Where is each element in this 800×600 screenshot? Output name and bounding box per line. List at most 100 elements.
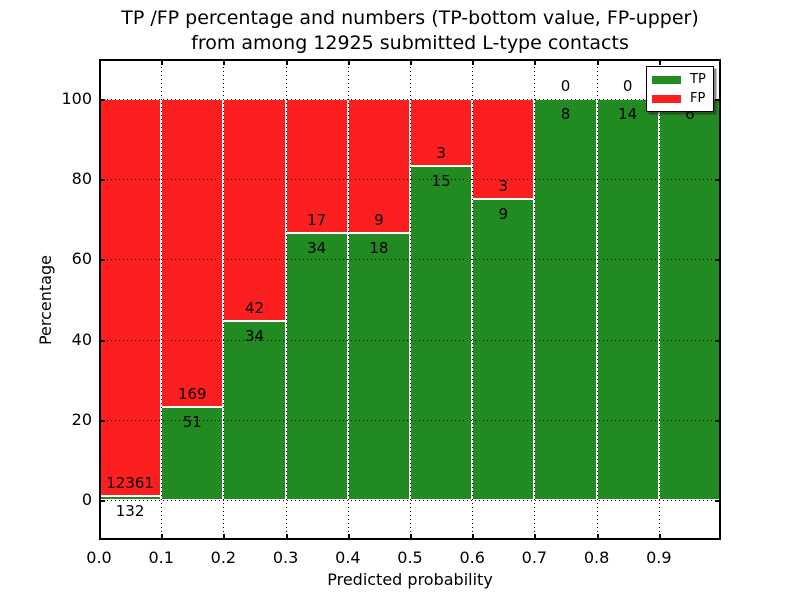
x-tick-mark [534,534,537,540]
tp-count-label: 132 [115,501,145,520]
y-tick-mark-right [715,499,721,502]
tp-count-label: 34 [244,326,265,345]
vertical-gridline [410,59,411,540]
fp-count-label: 12361 [106,473,154,492]
y-tick-label: 60 [71,249,92,269]
chart-title-line1: TP /FP percentage and numbers (TP-bottom… [121,7,699,29]
x-tick-mark-top [347,59,350,65]
x-tick-mark-top [161,59,164,65]
horizontal-gridline [99,259,721,261]
tp-count-label: 6 [685,105,695,124]
horizontal-gridline [99,99,721,101]
fp-bar-segment [223,99,286,321]
axis-spine-left [99,59,101,540]
chart-title: TP /FP percentage and numbers (TP-bottom… [99,6,721,56]
y-tick-label: 100 [61,89,92,109]
y-tick-mark-right [715,339,721,342]
fp-count-label: 0 [622,77,633,96]
y-tick-label: 80 [71,169,92,189]
y-axis-label: Percentage [36,255,55,346]
vertical-gridline [472,59,474,540]
tp-count-label: 15 [431,171,451,190]
fp-bar-segment [347,99,410,233]
x-tick-label: 0.9 [646,548,672,567]
vertical-gridline [223,59,225,540]
vertical-gridline [534,59,536,540]
tp-bar-segment [410,165,473,500]
fp-color-swatch-icon [652,94,681,103]
y-tick-mark [99,259,105,262]
fp-bar-segment [410,99,473,166]
x-tick-label: 0.2 [210,548,237,567]
horizontal-gridline [99,179,721,181]
y-tick-mark-right [715,179,721,182]
x-tick-mark-top [596,59,599,65]
vertical-gridline [596,59,598,540]
horizontal-gridline [99,339,721,341]
x-tick-label: 0.1 [148,548,174,567]
fp-count-label: 9 [374,210,384,229]
x-tick-mark [658,534,661,540]
plot-area [99,59,721,540]
x-tick-label: 0.4 [335,548,361,567]
x-tick-mark [472,534,475,540]
x-axis-label: Predicted probability [327,570,493,589]
y-tick-label: 0 [81,489,92,509]
horizontal-gridline [99,419,721,421]
x-tick-mark-top [285,59,288,65]
fp-bar-segment [99,99,162,496]
legend-row-tp: TP [652,70,708,89]
vertical-gridline [347,59,349,540]
y-tick-label: 20 [71,409,92,429]
x-tick-mark-top [658,59,661,65]
legend-row-fp: FP [652,89,708,108]
axis-spine-right [719,59,721,540]
x-tick-mark [223,534,226,540]
vertical-gridline [658,59,660,540]
y-tick-mark [99,499,105,502]
y-tick-mark [99,179,105,182]
fp-count-label: 3 [436,143,446,162]
fp-count-label: 17 [307,210,327,229]
fp-count-label: 3 [498,177,509,196]
tp-bar-segment [161,407,224,500]
x-tick-mark [99,534,101,540]
tp-bar-segment [658,99,721,500]
y-tick-mark-right [715,259,721,262]
tp-count-label: 51 [182,413,202,431]
x-tick-label: 0.7 [521,548,548,567]
fp-count-label: 169 [177,385,207,403]
x-tick-mark-top [223,59,226,65]
x-tick-mark [347,534,350,540]
x-tick-label: 0.8 [583,548,610,567]
legend: TP FP [646,66,714,112]
x-tick-label: 0.3 [272,548,299,567]
fp-count-label: 42 [244,298,265,317]
legend-label-fp: FP [690,91,706,106]
vertical-gridline [285,59,287,540]
x-tick-mark-top [410,59,412,65]
tp-count-label: 9 [498,205,509,224]
x-tick-label: 0.6 [459,548,485,567]
fp-bar-segment [285,99,348,233]
legend-label-tp: TP [690,72,706,87]
y-tick-mark [99,99,105,102]
x-tick-label: 0.0 [86,548,112,567]
x-tick-mark-top [99,59,101,65]
tp-bar-segment [534,99,597,500]
tp-bar-segment [223,320,286,500]
tp-count-label: 14 [618,105,638,124]
y-tick-mark-right [715,99,721,102]
tp-count-label: 18 [369,238,389,257]
x-tick-mark-top [472,59,475,65]
x-tick-mark [285,534,288,540]
x-tick-label: 0.5 [397,548,423,567]
y-tick-mark-right [715,419,721,422]
horizontal-gridline [99,499,721,501]
tp-bar-segment [596,99,659,500]
x-tick-mark-top [534,59,537,65]
x-tick-mark [410,534,412,540]
fp-bar-segment [161,99,224,407]
vertical-gridline [161,59,163,540]
tp-bar-segment [472,199,535,500]
